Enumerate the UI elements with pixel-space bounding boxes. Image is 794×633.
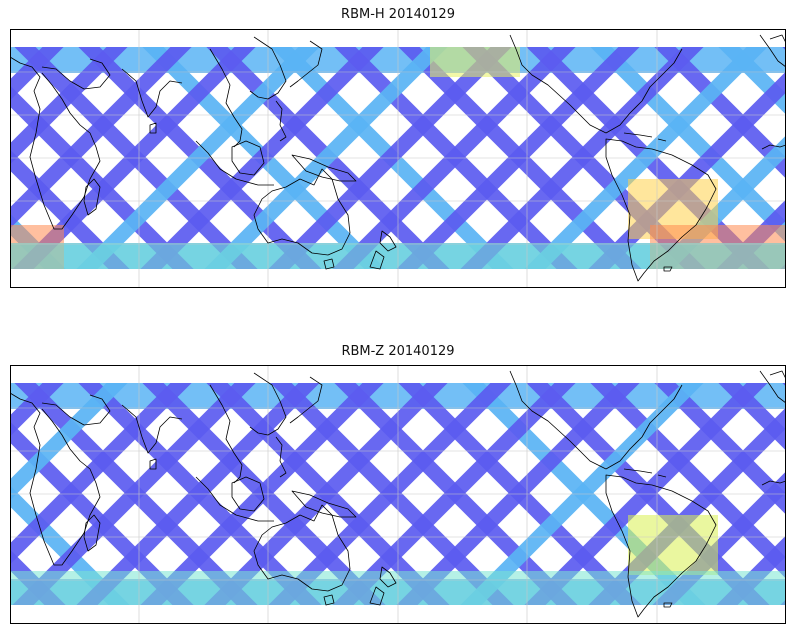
gridlines-top	[10, 29, 786, 288]
coastline	[231, 140, 265, 176]
panel-title-top: RBM-H 20140129	[341, 7, 455, 22]
map-frame-bottom	[10, 365, 786, 624]
coastline	[761, 144, 786, 150]
coastline	[663, 602, 673, 608]
coastline	[275, 100, 287, 142]
coastline	[289, 376, 323, 424]
coastline	[291, 490, 357, 518]
coastline	[769, 370, 786, 380]
coastline	[83, 514, 101, 552]
coastline	[121, 404, 183, 454]
coastline	[83, 178, 101, 216]
coastline	[761, 480, 786, 486]
coastline	[41, 58, 111, 90]
coastlines-bottom	[10, 370, 786, 618]
gridlines-bottom	[10, 365, 786, 624]
coastline	[623, 132, 667, 142]
coastline	[289, 40, 323, 88]
coastlines-top	[10, 34, 786, 282]
coastline	[323, 258, 335, 270]
coastline	[249, 372, 287, 436]
coastline	[121, 68, 183, 118]
map-panel-top	[10, 29, 786, 288]
map-panel-bottom	[10, 365, 786, 624]
coastline	[605, 384, 683, 470]
coastline	[195, 476, 274, 522]
coastline	[231, 476, 265, 512]
coastline	[605, 474, 717, 618]
coastline	[275, 436, 287, 478]
coastline	[149, 458, 157, 470]
coastline	[605, 48, 683, 134]
coastline	[663, 266, 673, 272]
coastline	[209, 384, 243, 484]
coastline	[623, 468, 667, 478]
coastline	[509, 34, 607, 134]
coastline	[769, 34, 786, 44]
coastline	[369, 230, 397, 270]
coastline	[209, 48, 243, 148]
hotspot-north-pacific	[430, 47, 520, 77]
coastline	[149, 122, 157, 134]
hotspot-south-america-east	[628, 515, 718, 575]
coastline	[253, 504, 351, 592]
coastline	[10, 392, 101, 566]
coastline	[249, 36, 287, 100]
coastline	[253, 168, 351, 256]
map-frame-top	[10, 29, 786, 288]
coastline	[759, 34, 786, 68]
coastline	[509, 370, 607, 470]
coastline	[291, 154, 357, 182]
coastline	[605, 138, 717, 282]
coastline	[369, 566, 397, 606]
coastline	[195, 140, 274, 186]
coastline	[41, 394, 111, 426]
coastline	[323, 594, 335, 606]
coastline	[10, 56, 101, 230]
panel-title-bottom: RBM-Z 20140129	[341, 344, 455, 359]
coastline	[759, 370, 786, 404]
